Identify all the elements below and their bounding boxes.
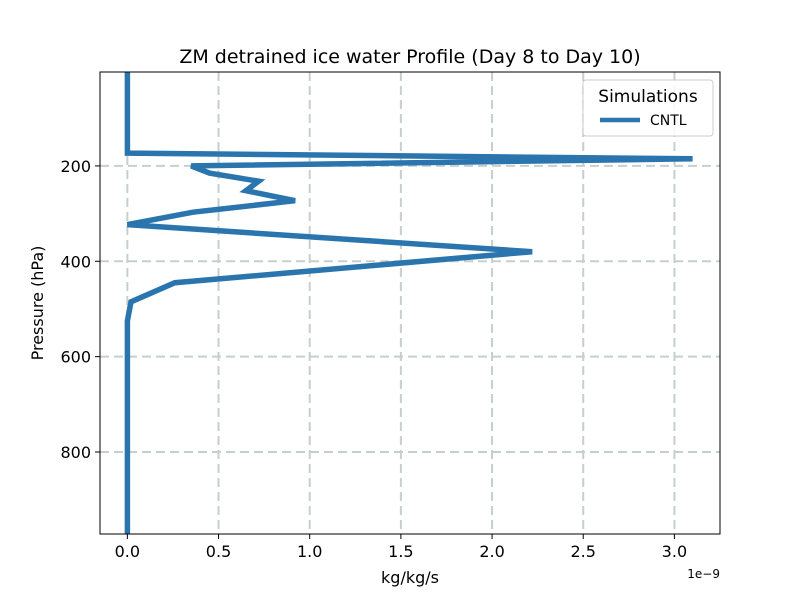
y-axis: 200 400 600 800 bbox=[60, 157, 100, 462]
y-axis-label: Pressure (hPa) bbox=[28, 246, 47, 361]
y-tick-label: 200 bbox=[60, 157, 91, 176]
x-tick-label: 2.5 bbox=[571, 542, 596, 561]
x-tick-label: 3.0 bbox=[662, 542, 687, 561]
x-offset-label: 1e−9 bbox=[687, 567, 720, 581]
legend-title: Simulations bbox=[598, 87, 698, 107]
x-axis: 0.0 0.5 1.0 1.5 2.0 2.5 3.0 bbox=[115, 534, 687, 561]
y-tick-label: 400 bbox=[60, 252, 91, 271]
x-axis-label: kg/kg/s bbox=[381, 568, 439, 587]
series-lines bbox=[124, 72, 693, 534]
y-tick-label: 600 bbox=[60, 348, 91, 367]
x-tick-label: 1.0 bbox=[297, 542, 322, 561]
chart-title: ZM detrained ice water Profile (Day 8 to… bbox=[179, 46, 640, 68]
plot-frame bbox=[99, 71, 721, 535]
x-tick-label: 0.0 bbox=[115, 542, 140, 561]
legend-label-cntl: CNTL bbox=[650, 113, 687, 129]
grid bbox=[100, 72, 720, 534]
x-tick-label: 1.5 bbox=[388, 542, 413, 561]
x-tick-label: 0.5 bbox=[206, 542, 231, 561]
series-line-cntl bbox=[124, 72, 693, 534]
x-tick-label: 2.0 bbox=[479, 542, 504, 561]
legend: Simulations CNTL bbox=[582, 79, 714, 137]
y-tick-label: 800 bbox=[60, 443, 91, 462]
